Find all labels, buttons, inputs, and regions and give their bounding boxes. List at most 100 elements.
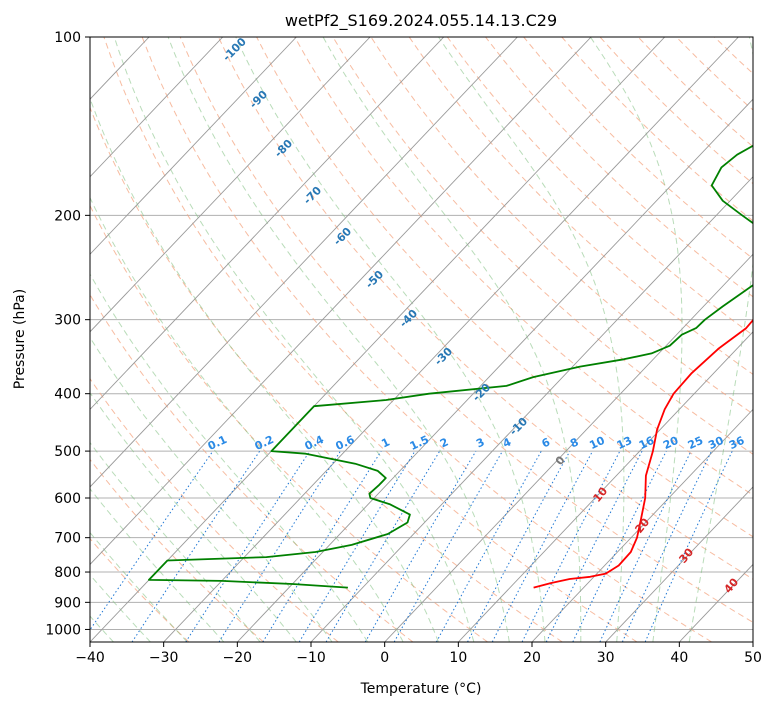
moist-adiabat [589,37,683,642]
x-tick-label: −30 [149,650,179,666]
isotherm-label: -30 [432,345,455,368]
isotherm-line [90,37,224,178]
dry-adiabat [523,37,753,260]
x-tick-label: 10 [449,650,467,666]
moist-adiabat [90,391,297,642]
moist-adiabat [235,37,546,642]
mixing-ratio-label: 0.1 [206,433,229,453]
dry-adiabat [256,37,753,538]
dry-adiabats [90,37,753,642]
mixing-ratio-label: 10 [587,434,607,452]
moist-adiabat [688,37,753,642]
y-tick-label: 700 [54,531,81,547]
y-tick-label: 100 [54,30,81,46]
moist-adiabat [322,37,582,642]
y-tick-label: 600 [54,491,81,507]
mixing-ratio-label: 25 [686,434,705,452]
series-line [148,144,753,589]
mixing-ratio-label: 20 [661,434,681,452]
isotherm-label: -40 [397,307,420,330]
dry-adiabat [408,37,753,375]
sounding-series [148,144,753,589]
mixing-ratio-label: 2 [438,435,450,450]
mixing-ratio-line [262,450,382,642]
moist-adiabat [438,37,625,642]
isotherm-line [310,176,753,642]
mixing-ratio-line [435,450,542,642]
dry-adiabat [714,37,753,75]
isotherm-line [605,486,753,642]
y-tick-label: 300 [54,313,81,329]
mixing-ratio-line [364,450,477,642]
x-axis-ticks: −40 −30 −20 −10 0 10 20 30 40 50 [75,642,762,666]
isotherm-line [237,98,753,642]
dry-adiabat [332,37,753,455]
isotherm-label: -20 [470,381,493,404]
moist-adiabat [167,37,510,642]
moist-adiabat [90,487,225,642]
mixing-ratio-line [185,450,311,642]
isotherm-line [90,37,592,566]
x-tick-label: 20 [523,650,541,666]
isotherm-line [752,641,753,642]
isotherm-line [90,37,518,488]
mixing-ratio-label: 16 [637,434,657,452]
dry-adiabat [90,458,264,642]
y-tick-label: 200 [54,208,81,224]
isotherm-label: -70 [301,184,324,207]
isotherm-line [679,563,753,642]
dry-adiabat [90,204,488,642]
x-tick-label: 0 [380,650,389,666]
mixing-ratio-line [90,450,214,631]
mixing-ratio-line [467,450,571,642]
y-tick-label: 500 [54,444,81,460]
moist-adiabat [90,336,333,642]
y-axis-label: Pressure (hPa) [12,289,28,389]
mixing-ratio-line [218,450,341,642]
moist-adiabats [90,37,753,642]
moist-adiabat-label: 0 [553,453,568,467]
dry-adiabat [179,37,753,623]
mixing-ratio-line [644,450,733,642]
isotherm-line [90,37,297,255]
isotherm-line [90,37,445,411]
moist-adiabat [90,273,369,642]
x-tick-label: 30 [597,650,615,666]
chart-title: wetPf2_S169.2024.055.14.13.C29 [285,11,557,31]
mixing-ratio-label: 0.6 [333,433,356,453]
y-tick-label: 900 [54,595,81,611]
x-tick-label: −40 [75,650,105,666]
dry-adiabat [90,537,190,642]
moist-adiabat [90,531,188,642]
mixing-ratio-line [572,450,667,642]
x-tick-label: −20 [223,650,253,666]
isotherm-line [531,408,753,642]
dry-adiabat [141,37,712,642]
dry-adiabat [217,37,753,580]
mixing-ratio-line [131,450,261,642]
y-tick-label: 800 [54,565,81,581]
isotherm-label: -50 [363,268,386,291]
moist-adiabat-label: 40 [721,575,741,595]
moist-adiabat [90,97,439,642]
x-axis-label: Temperature (°C) [360,681,482,697]
dry-adiabat [294,37,753,496]
dry-adiabat [637,37,753,148]
isotherms [0,37,753,642]
y-tick-label: 1000 [45,622,81,638]
dry-adiabat [370,37,753,415]
dry-adiabat [446,37,753,336]
dry-adiabat [90,377,339,642]
dry-adiabat [90,106,563,642]
isotherm-line [0,37,2,642]
isotherm-line [163,37,739,642]
dry-adiabat [752,37,753,39]
y-axis-ticks: 100 200 300 400 500 600 700 800 900 1000 [45,30,90,638]
isotherm-label: -90 [247,88,270,111]
plot-frame [89,36,754,643]
mixing-ratio-label: 36 [727,434,747,452]
mixing-ratio-line [298,450,416,642]
mixing-ratio-label: 0.4 [303,433,326,453]
